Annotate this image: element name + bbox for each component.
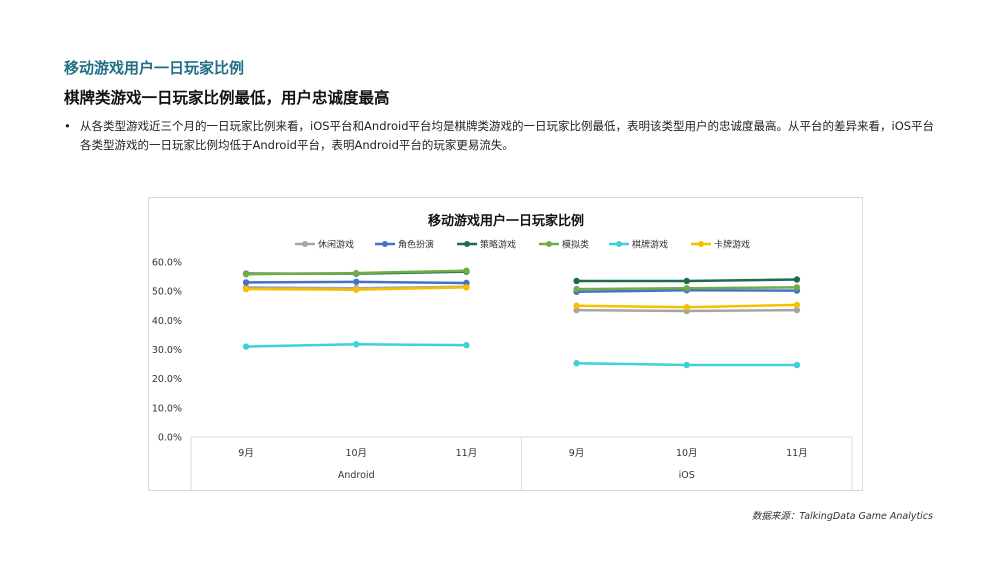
legend-item-5: 棋牌游戏 (609, 239, 668, 251)
legend-label: 卡牌游戏 (714, 239, 750, 251)
data-point (683, 304, 690, 311)
legend-item-4: 模拟类 (539, 239, 589, 251)
data-point (793, 306, 801, 314)
legend-item-3: 策略游戏 (457, 239, 516, 251)
x-tick-label: 10月 (345, 448, 367, 459)
summary-text: 从各类型游戏近三个月的一日玩家比例来看，iOS平台和Android平台均是棋牌类… (80, 119, 935, 152)
data-point (683, 277, 690, 285)
data-point (683, 361, 690, 369)
legend-label: 角色扮演 (398, 239, 434, 251)
legend-label: 模拟类 (562, 239, 589, 251)
chart-container: 移动游戏用户一日玩家比例 休闲游戏 角色扮演 策略游戏 模拟类 棋牌游戏 卡牌游戏 0.0… (148, 197, 863, 491)
legend-marker (616, 241, 622, 247)
legend-marker (302, 241, 308, 247)
data-point (353, 269, 360, 277)
data-point (353, 278, 360, 286)
data-point (463, 279, 470, 287)
data-point (353, 341, 360, 348)
data-point (793, 361, 801, 369)
data-point (573, 306, 580, 314)
summary-bullet: • 从各类型游戏近三个月的一日玩家比例来看，iOS平台和Android平台均是棋… (64, 117, 944, 155)
legend-item-2: 角色扮演 (375, 239, 434, 251)
data-point (242, 285, 250, 293)
plot-area (242, 267, 801, 369)
legend-marker (698, 241, 704, 247)
legend-item-6: 卡牌游戏 (691, 239, 750, 251)
data-point (793, 284, 801, 291)
y-tick-label: 10.0% (152, 403, 182, 414)
x-tick-label: 9月 (238, 448, 254, 459)
data-point (793, 301, 801, 309)
bullet-marker: • (64, 119, 71, 133)
x-tick-label: 11月 (786, 448, 808, 459)
y-tick-label: 20.0% (152, 374, 182, 385)
legend-marker (546, 241, 552, 247)
data-point (353, 286, 360, 293)
y-tick-label: 0.0% (158, 433, 182, 444)
legend-label: 策略游戏 (480, 239, 516, 251)
legend-label: 棋牌游戏 (632, 239, 668, 251)
data-point (463, 267, 470, 274)
page-title: 移动游戏用户一日玩家比例 (64, 59, 245, 77)
data-point (573, 285, 580, 293)
x-group-label: iOS (679, 470, 695, 481)
data-point (463, 341, 470, 349)
y-tick-label: 50.0% (152, 287, 182, 298)
x-axis: 9月 10月 11月 Android 9月 10月 11月 iOS (190, 436, 853, 490)
legend-item-1: 休闲游戏 (295, 239, 354, 251)
x-tick-label: 10月 (676, 448, 698, 459)
data-point (242, 271, 250, 278)
series-6 (242, 284, 801, 311)
line-chart: 移动游戏用户一日玩家比例 休闲游戏 角色扮演 策略游戏 模拟类 棋牌游戏 卡牌游戏 0.0… (152, 213, 853, 490)
data-point (463, 284, 470, 291)
data-point (573, 302, 580, 309)
y-tick-label: 40.0% (152, 316, 182, 327)
y-tick-label: 30.0% (152, 345, 182, 356)
chart-legend: 休闲游戏 角色扮演 策略游戏 模拟类 棋牌游戏 卡牌游戏 (295, 239, 750, 251)
legend-marker (464, 241, 470, 247)
data-point (242, 279, 250, 286)
x-tick-label: 9月 (569, 448, 585, 459)
data-point (683, 285, 690, 292)
series-5 (242, 341, 801, 369)
data-point (573, 277, 580, 285)
x-group-label: Android (338, 470, 375, 481)
legend-marker (382, 241, 388, 247)
page-subtitle: 棋牌类游戏一日玩家比例最低，用户忠诚度最高 (64, 89, 390, 107)
data-point (242, 343, 250, 350)
legend-label: 休闲游戏 (318, 239, 354, 251)
x-tick-label: 11月 (456, 448, 478, 459)
y-axis: 0.0% 10.0% 20.0% 30.0% 40.0% 50.0% 60.0% (152, 258, 182, 444)
data-point (573, 360, 580, 367)
series-4 (242, 267, 801, 293)
chart-title: 移动游戏用户一日玩家比例 (428, 213, 584, 229)
data-point (793, 276, 801, 283)
y-tick-label: 60.0% (152, 258, 182, 269)
data-source: 数据来源：TalkingData Game Analytics (751, 511, 933, 522)
